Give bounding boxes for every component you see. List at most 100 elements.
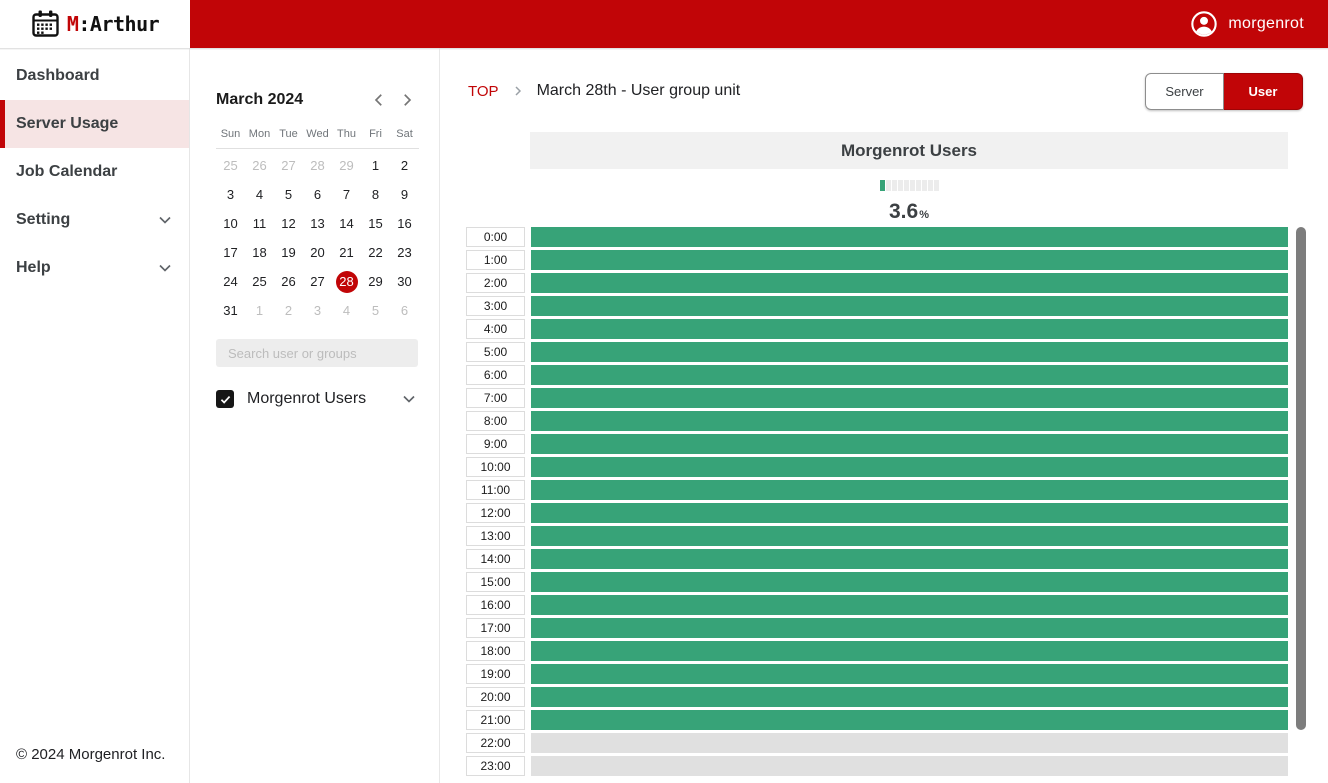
calendar-day[interactable]: 27 (281, 158, 296, 173)
usage-bar[interactable] (531, 687, 1288, 707)
sidebar-item-job-calendar[interactable]: Job Calendar (0, 148, 189, 196)
chevron-down-icon (159, 264, 171, 272)
usage-bar[interactable] (531, 572, 1288, 592)
calendar-day-selected[interactable]: 28 (335, 270, 358, 293)
usage-bar-empty[interactable] (531, 733, 1288, 753)
calendar-day[interactable]: 17 (223, 245, 238, 260)
calendar-day[interactable]: 4 (342, 303, 351, 318)
usage-bar[interactable] (531, 250, 1288, 270)
chart-row: 9:00 (440, 434, 1328, 454)
sidebar-item-help[interactable]: Help (0, 244, 189, 292)
calendar-day[interactable]: 30 (397, 274, 412, 289)
calendar-next-button[interactable] (395, 88, 419, 112)
calendar-day[interactable]: 7 (342, 187, 351, 202)
calendar-day[interactable]: 5 (371, 303, 380, 318)
usage-bar[interactable] (531, 503, 1288, 523)
time-label: 13:00 (466, 526, 525, 546)
calendar-prev-button[interactable] (367, 88, 391, 112)
chart-row: 16:00 (440, 595, 1328, 615)
time-label: 21:00 (466, 710, 525, 730)
calendar-day[interactable]: 26 (252, 158, 267, 173)
calendar-day[interactable]: 14 (339, 216, 354, 231)
usage-bar[interactable] (531, 549, 1288, 569)
usage-bar[interactable] (531, 319, 1288, 339)
time-label: 5:00 (466, 342, 525, 362)
day-header: Tue (279, 128, 298, 140)
calendar-day[interactable]: 4 (255, 187, 264, 202)
sidebar-item-server-usage[interactable]: Server Usage (0, 100, 189, 148)
usage-bar[interactable] (531, 227, 1288, 247)
calendar-day[interactable]: 25 (223, 158, 238, 173)
calendar-day[interactable]: 27 (310, 274, 325, 289)
usage-bar[interactable] (531, 273, 1288, 293)
user-menu[interactable]: morgenrot (1190, 10, 1304, 38)
usage-bar[interactable] (531, 618, 1288, 638)
group-filter-row[interactable]: Morgenrot Users (216, 389, 419, 409)
calendar-day[interactable]: 16 (397, 216, 412, 231)
calendar-day[interactable]: 1 (255, 303, 264, 318)
usage-bar[interactable] (531, 526, 1288, 546)
usage-bar-empty[interactable] (531, 756, 1288, 776)
calendar-day[interactable]: 6 (313, 187, 322, 202)
server-toggle-button[interactable]: Server (1145, 73, 1224, 110)
calendar-day[interactable]: 23 (397, 245, 412, 260)
usage-summary: 3.6% (530, 178, 1288, 224)
calendar-day[interactable]: 10 (223, 216, 238, 231)
calendar-day[interactable]: 9 (400, 187, 409, 202)
group-checkbox[interactable] (216, 390, 234, 408)
usage-bar[interactable] (531, 296, 1288, 316)
calendar-day[interactable]: 2 (400, 158, 409, 173)
calendar-day[interactable]: 24 (223, 274, 238, 289)
hourly-usage-chart: 0:00 1:00 2:00 3:00 4:00 5:00 6:00 7:00 8:00 9:00… (440, 227, 1328, 783)
calendar-day[interactable]: 11 (252, 216, 267, 231)
calendar-day[interactable]: 12 (281, 216, 296, 231)
usage-bar[interactable] (531, 342, 1288, 362)
usage-bar[interactable] (531, 710, 1288, 730)
calendar-day[interactable]: 18 (252, 245, 267, 260)
calendar-day[interactable]: 25 (252, 274, 267, 289)
calendar-day[interactable]: 3 (226, 187, 235, 202)
breadcrumb-top-link[interactable]: TOP (468, 82, 499, 100)
app-logo[interactable]: M:Arthur (0, 0, 190, 48)
usage-bar[interactable] (531, 480, 1288, 500)
search-input[interactable] (216, 339, 418, 367)
usage-bar[interactable] (531, 595, 1288, 615)
calendar-day[interactable]: 29 (339, 158, 354, 173)
chart-row: 5:00 (440, 342, 1328, 362)
scrollbar-thumb[interactable] (1296, 227, 1306, 730)
usage-bar[interactable] (531, 434, 1288, 454)
calendar-day[interactable]: 15 (368, 216, 383, 231)
sidebar-item-label: Server Usage (16, 115, 119, 132)
usage-bar[interactable] (531, 664, 1288, 684)
time-label: 18:00 (466, 641, 525, 661)
calendar-day[interactable]: 3 (313, 303, 322, 318)
calendar-day[interactable]: 20 (310, 245, 325, 260)
calendar-day[interactable]: 26 (281, 274, 296, 289)
usage-bar[interactable] (531, 365, 1288, 385)
app-header: M:Arthur morgenrot (0, 0, 1328, 48)
calendar-day[interactable]: 13 (310, 216, 325, 231)
usage-bar[interactable] (531, 641, 1288, 661)
time-label: 9:00 (466, 434, 525, 454)
calendar-day[interactable]: 6 (400, 303, 409, 318)
usage-bar[interactable] (531, 388, 1288, 408)
sidebar-item-setting[interactable]: Setting (0, 196, 189, 244)
progress-segment (927, 180, 933, 191)
calendar-day[interactable]: 22 (368, 245, 383, 260)
calendar-day[interactable]: 5 (284, 187, 293, 202)
user-toggle-button[interactable]: User (1224, 73, 1303, 110)
time-label: 20:00 (466, 687, 525, 707)
calendar-day[interactable]: 19 (281, 245, 296, 260)
chevron-down-icon[interactable] (399, 389, 419, 409)
calendar-day[interactable]: 8 (371, 187, 380, 202)
calendar-day[interactable]: 28 (310, 158, 325, 173)
usage-bar[interactable] (531, 411, 1288, 431)
calendar-day[interactable]: 2 (284, 303, 293, 318)
calendar-day[interactable]: 1 (371, 158, 380, 173)
calendar-day[interactable]: 21 (339, 245, 354, 260)
sidebar-item-dashboard[interactable]: Dashboard (0, 52, 189, 100)
calendar-day[interactable]: 31 (223, 303, 238, 318)
calendar-day[interactable]: 29 (368, 274, 383, 289)
group-title-bar: Morgenrot Users (530, 132, 1288, 169)
usage-bar[interactable] (531, 457, 1288, 477)
